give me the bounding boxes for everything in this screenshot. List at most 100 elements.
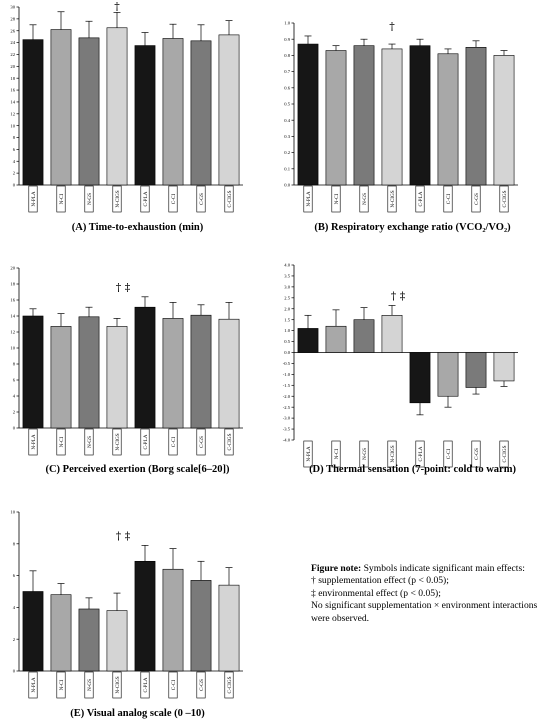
category-label: N-CIGS (390, 445, 396, 462)
category-label-box (224, 428, 234, 456)
category-label-group: C-GS (196, 671, 206, 699)
category-label-box (168, 185, 178, 213)
category-label-group: N-CIGS (112, 428, 122, 456)
chart-d-svg: -4.0 -3.5 -3.0 -2.5 -2.0 -1.5 -1.0 -0.5 0.0 0.5 1.… (283, 263, 518, 468)
y-tick-label: 20 (10, 64, 15, 69)
category-label: N-GS (87, 436, 93, 448)
category-label-box (112, 185, 122, 213)
y-tick-label: 6 (13, 573, 16, 578)
category-label: N-PLA (306, 191, 312, 207)
y-tick-label: 8 (13, 135, 16, 140)
figure-note-line-3: No significant supplementation × environ… (311, 600, 538, 624)
category-label: C-PLA (418, 191, 424, 206)
bar (437, 53, 459, 186)
bar (218, 34, 240, 186)
category-label-box (415, 185, 425, 213)
category-label-box (471, 185, 481, 213)
category-label-group: C-GS (196, 428, 206, 456)
category-label-group: N-CI (56, 185, 66, 213)
y-tick-label: 16 (10, 298, 15, 303)
category-label-box (168, 671, 178, 699)
category-label-box (303, 185, 313, 213)
y-tick-label: 12 (10, 330, 15, 335)
y-tick-label: 2.5 (284, 295, 290, 300)
y-tick-label: 8 (13, 541, 16, 546)
y-tick-label: 0.8 (284, 53, 290, 58)
bar (106, 610, 128, 672)
bar (493, 352, 515, 382)
y-tick-label: 2 (13, 410, 16, 415)
figure-note-intro: Symbols indicate significant main effect… (363, 563, 525, 574)
y-tick-label: -2.0 (283, 394, 291, 399)
category-label-box (140, 671, 150, 699)
category-label: C-PLA (143, 191, 149, 206)
bar (106, 326, 128, 429)
category-label-group: N-CI (331, 440, 341, 468)
category-label: C-GS (199, 436, 205, 448)
chart-d-caption: (D) Thermal sensation (7-point: cold to … (309, 464, 516, 475)
bar (353, 45, 375, 186)
y-tick-label: -1.0 (283, 372, 291, 377)
significance-annotation: † ‡ (116, 529, 131, 542)
bar (409, 45, 431, 186)
category-label-box (196, 185, 206, 213)
bar (22, 315, 44, 429)
y-tick-label: 0.4 (284, 118, 290, 123)
bar (162, 318, 184, 429)
category-label: C-CIGS (227, 676, 233, 693)
category-label-group: C-PLA (415, 440, 425, 468)
category-label-group: C-CI (168, 428, 178, 456)
category-label-box (168, 428, 178, 456)
category-label-box (359, 440, 369, 468)
category-label-group: N-CI (56, 671, 66, 699)
category-label: N-CIGS (115, 676, 121, 693)
category-label: C-GS (474, 448, 480, 460)
category-label-group: C-CIGS (499, 185, 509, 213)
category-label: N-CIGS (115, 190, 121, 207)
y-tick-label: 18 (10, 282, 15, 287)
y-tick-label: 20 (10, 266, 15, 271)
y-tick-label: -2.5 (283, 405, 291, 410)
category-label-box (387, 440, 397, 468)
y-tick-label: 4 (13, 159, 16, 164)
category-label-group: N-PLA (28, 185, 38, 213)
y-tick-label: 18 (10, 76, 15, 81)
bar (50, 29, 72, 186)
category-label-box (112, 428, 122, 456)
chart-panel-c: 0 2 4 6 8 10 12 14 16 18 20 N-PLA N-CI N-GS N-CIGS C-PL… (0, 242, 275, 484)
category-label-group: C-CIGS (224, 428, 234, 456)
y-tick-label: 10 (10, 510, 15, 515)
bar (78, 316, 100, 429)
category-label: N-GS (362, 448, 368, 460)
category-label-box (499, 185, 509, 213)
y-tick-label: -3.5 (283, 427, 291, 432)
category-label: N-GS (362, 193, 368, 205)
significance-annotation: † (114, 0, 120, 13)
category-label-box (112, 671, 122, 699)
category-label: N-GS (87, 679, 93, 691)
category-label: C-CI (446, 194, 452, 205)
category-label-box (84, 671, 94, 699)
category-label-box (471, 440, 481, 468)
bar (134, 306, 156, 429)
significance-annotation: † ‡ (116, 281, 131, 294)
y-tick-label: 4 (13, 394, 16, 399)
category-label: N-CI (334, 448, 340, 459)
bar (381, 315, 403, 353)
category-label-box (387, 185, 397, 213)
category-label-box (196, 428, 206, 456)
category-label-group: C-CI (443, 185, 453, 213)
y-tick-label: 0.0 (284, 350, 290, 355)
bar (381, 48, 403, 186)
category-label: N-GS (87, 193, 93, 205)
chart-panel-d: -4.0 -3.5 -3.0 -2.5 -2.0 -1.5 -1.0 -0.5 0.0 0.5 1.… (275, 242, 550, 484)
category-label: C-CI (171, 680, 177, 691)
bar (218, 318, 240, 429)
category-label: C-PLA (143, 677, 149, 692)
category-label-box (224, 671, 234, 699)
bar (325, 50, 347, 186)
category-label-group: C-CIGS (224, 185, 234, 213)
bar (50, 326, 72, 429)
bar (437, 352, 459, 397)
y-tick-label: 14 (10, 314, 15, 319)
